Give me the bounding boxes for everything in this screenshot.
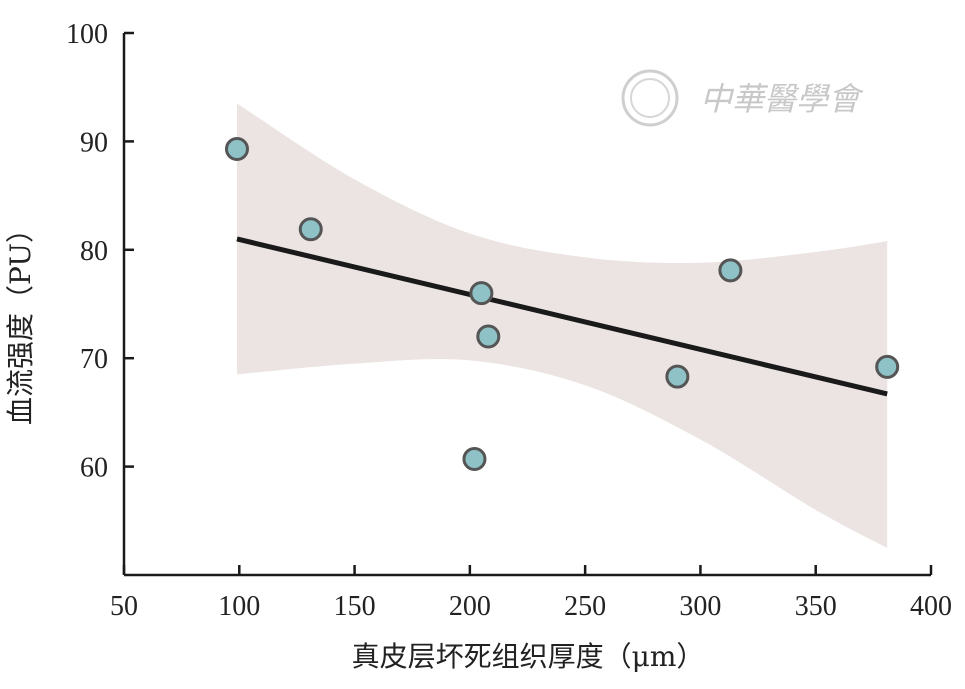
y-axis-title: 血流强度（PU） <box>4 215 37 425</box>
data-point <box>469 281 494 306</box>
data-point <box>665 364 690 389</box>
y-tick-label: 70 <box>80 344 108 375</box>
y-tick-label: 80 <box>80 236 108 267</box>
x-tick-label: 200 <box>449 591 491 622</box>
x-tick-label: 300 <box>679 591 721 622</box>
confidence-band <box>236 103 888 548</box>
x-tick-label: 400 <box>910 591 952 622</box>
x-tick-label: 250 <box>564 591 606 622</box>
y-tick-label: 100 <box>66 19 108 50</box>
data-point <box>476 324 501 349</box>
data-point <box>298 217 323 242</box>
watermark-text: 中華醫學會 <box>700 80 864 118</box>
x-tick-label: 50 <box>110 591 138 622</box>
data-point <box>718 258 743 283</box>
data-point <box>224 136 249 161</box>
x-tick-label: 150 <box>334 591 376 622</box>
data-point <box>462 447 487 472</box>
data-point <box>875 354 900 379</box>
y-tick-label: 60 <box>80 453 108 484</box>
regression-line <box>236 236 888 397</box>
seal-icon <box>621 69 679 127</box>
y-tick-label: 90 <box>80 127 108 158</box>
x-axis-title: 真皮层坏死组织厚度（μm） <box>352 640 705 673</box>
x-tick-label: 350 <box>795 591 837 622</box>
watermark: 中華醫學會 <box>621 69 864 127</box>
axes <box>122 33 931 577</box>
x-tick-label: 100 <box>218 591 260 622</box>
